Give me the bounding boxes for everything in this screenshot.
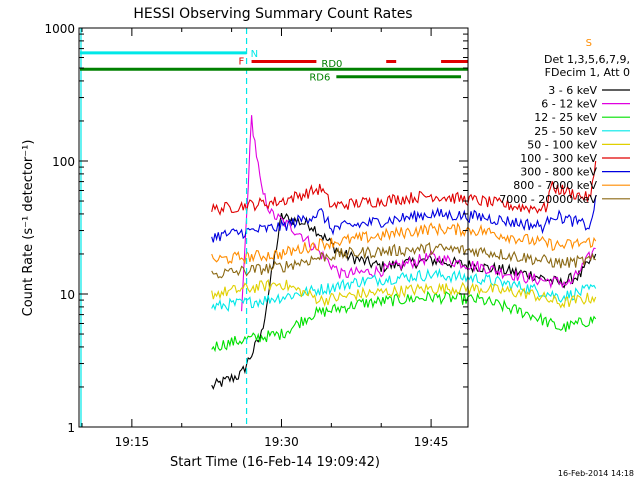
- y-tick-label: 1000: [44, 22, 75, 36]
- y-tick-label: 100: [52, 155, 75, 169]
- flag-f-label: F: [239, 56, 245, 67]
- y-axis-ticks: 1 10 100 1000: [44, 22, 468, 435]
- legend-header-line-1: Det 1,3,5,6,7,9,: [544, 53, 630, 66]
- legend-item-6-12-kev-label: 6 - 12 keV: [541, 98, 597, 111]
- legend-header-line-2: FDecim 1, Att 0: [545, 66, 630, 79]
- x-tick-label: 19:30: [264, 435, 299, 449]
- y-axis-label: Count Rate (s⁻¹ detector⁻¹): [21, 140, 36, 317]
- legend-item-12-25-kev-label: 12 - 25 keV: [534, 111, 597, 124]
- flag-rd0-label: RD0: [321, 59, 342, 70]
- x-axis-label: Start Time (16-Feb-14 19:09:42): [170, 455, 380, 470]
- x-tick-label: 19:15: [115, 435, 150, 449]
- legend-item-25-50-kev-label: 25 - 50 keV: [534, 125, 597, 138]
- series-800-7000-kev-line: [211, 222, 597, 265]
- footer-timestamp: 16-Feb-2014 14:18: [558, 469, 634, 478]
- plot-frame: [78, 27, 469, 428]
- series-12-25-kev-line: [211, 290, 597, 353]
- flag-bars: N S F RD0 RD6: [79, 38, 592, 84]
- series-50-100-kev-line: [211, 279, 597, 309]
- legend-item-300-800-kev-label: 300 - 800 keV: [520, 166, 597, 179]
- x-axis-ticks: 19:15 19:30 19:45: [81, 28, 449, 449]
- chart-title: HESSI Observing Summary Count Rates: [133, 6, 412, 22]
- legend-item-7000-20000-kev-label: 7000 - 20000 keV: [499, 193, 597, 206]
- vertical-markers: [80, 28, 248, 427]
- x-tick-label: 19:45: [414, 435, 449, 449]
- series-traces: [211, 115, 597, 391]
- series-6-12-kev-line: [241, 115, 596, 312]
- flag-rd6-label: RD6: [309, 73, 330, 84]
- series-300-800-kev-line: [211, 195, 597, 243]
- y-tick-label: 1: [67, 421, 75, 435]
- legend-item-100-300-kev-label: 100 - 300 keV: [520, 152, 597, 165]
- legend-item-3-6-kev-label: 3 - 6 keV: [548, 84, 597, 97]
- legend-item-50-100-kev-label: 50 - 100 keV: [527, 138, 597, 151]
- series-25-50-kev-line: [211, 267, 597, 312]
- series-7000-20000-kev-line: [211, 241, 597, 279]
- series-100-300-kev-line: [211, 160, 597, 216]
- legend: Det 1,3,5,6,7,9, FDecim 1, Att 0 3 - 6 k…: [499, 53, 630, 206]
- flag-s-label: S: [586, 38, 592, 49]
- y-tick-label: 10: [60, 288, 75, 302]
- flag-n-label: N: [251, 49, 258, 60]
- legend-item-800-7000-kev-label: 800 - 7000 keV: [513, 179, 597, 192]
